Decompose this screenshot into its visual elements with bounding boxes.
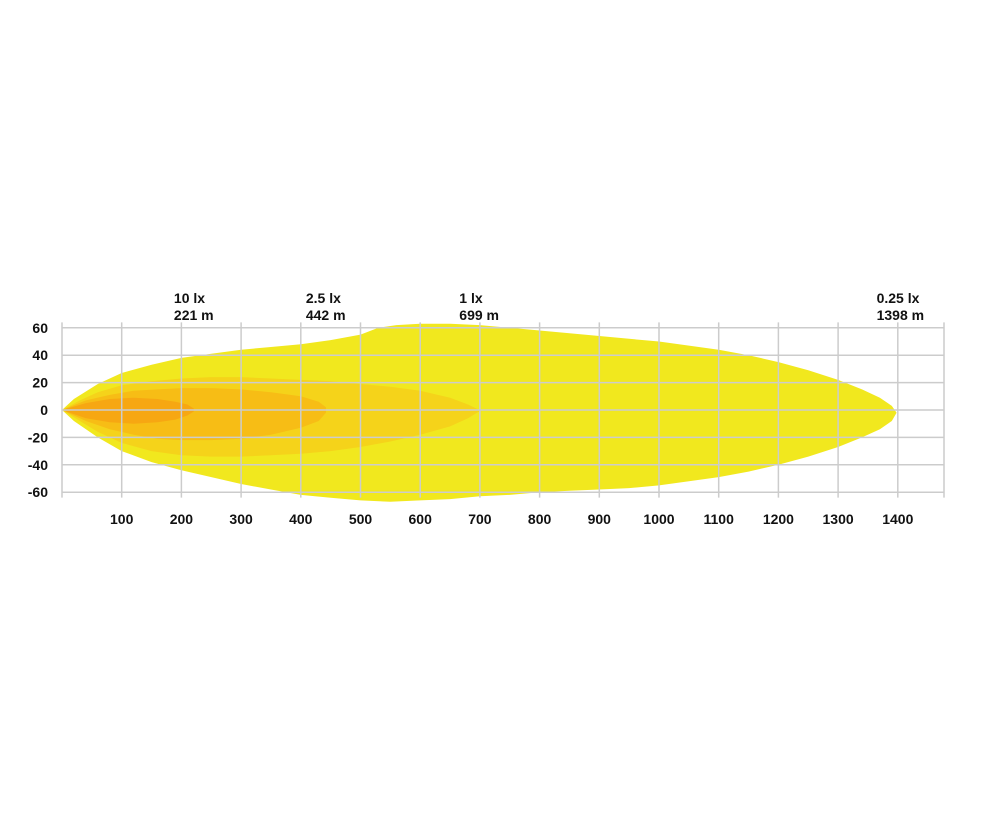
y-tick-label: -60 xyxy=(28,484,48,500)
x-tick-label: 400 xyxy=(289,511,313,527)
x-tick-label: 1200 xyxy=(763,511,794,527)
x-tick-label: 1100 xyxy=(704,511,735,527)
x-tick-label: 900 xyxy=(588,511,612,527)
zone-label-distance: 221 m xyxy=(174,307,214,323)
y-tick-label: 0 xyxy=(40,402,48,418)
y-tick-label: 20 xyxy=(32,375,48,391)
zone-label-lux: 10 lx xyxy=(174,290,205,306)
x-tick-label: 500 xyxy=(349,511,373,527)
y-tick-label: 40 xyxy=(32,347,48,363)
zone-label-lux: 1 lx xyxy=(459,290,483,306)
x-axis-tick-labels: 100 200 300 400 500 600 700 800 900 1000 1100 1200 1… xyxy=(110,511,914,527)
x-tick-label: 600 xyxy=(409,511,433,527)
y-axis-tick-labels: 60 40 20 0 -20 -40 -60 xyxy=(28,320,48,500)
x-tick-label: 1400 xyxy=(882,511,913,527)
y-tick-label: -40 xyxy=(28,457,48,473)
y-tick-label: -20 xyxy=(28,429,48,445)
x-tick-label: 700 xyxy=(468,511,492,527)
x-tick-label: 1000 xyxy=(643,511,674,527)
x-tick-label: 300 xyxy=(229,511,253,527)
zone-label-distance: 1398 m xyxy=(877,307,924,323)
zone-label-distance: 442 m xyxy=(306,307,346,323)
zone-label-lux: 0.25 lx xyxy=(877,290,920,306)
x-tick-label: 1300 xyxy=(823,511,854,527)
x-tick-label: 200 xyxy=(170,511,194,527)
y-tick-label: 60 xyxy=(32,320,48,336)
zone-label-lux: 2.5 lx xyxy=(306,290,341,306)
x-tick-label: 800 xyxy=(528,511,552,527)
zone-label-distance: 699 m xyxy=(459,307,499,323)
chart-grid xyxy=(61,322,945,498)
x-tick-label: 100 xyxy=(110,511,134,527)
